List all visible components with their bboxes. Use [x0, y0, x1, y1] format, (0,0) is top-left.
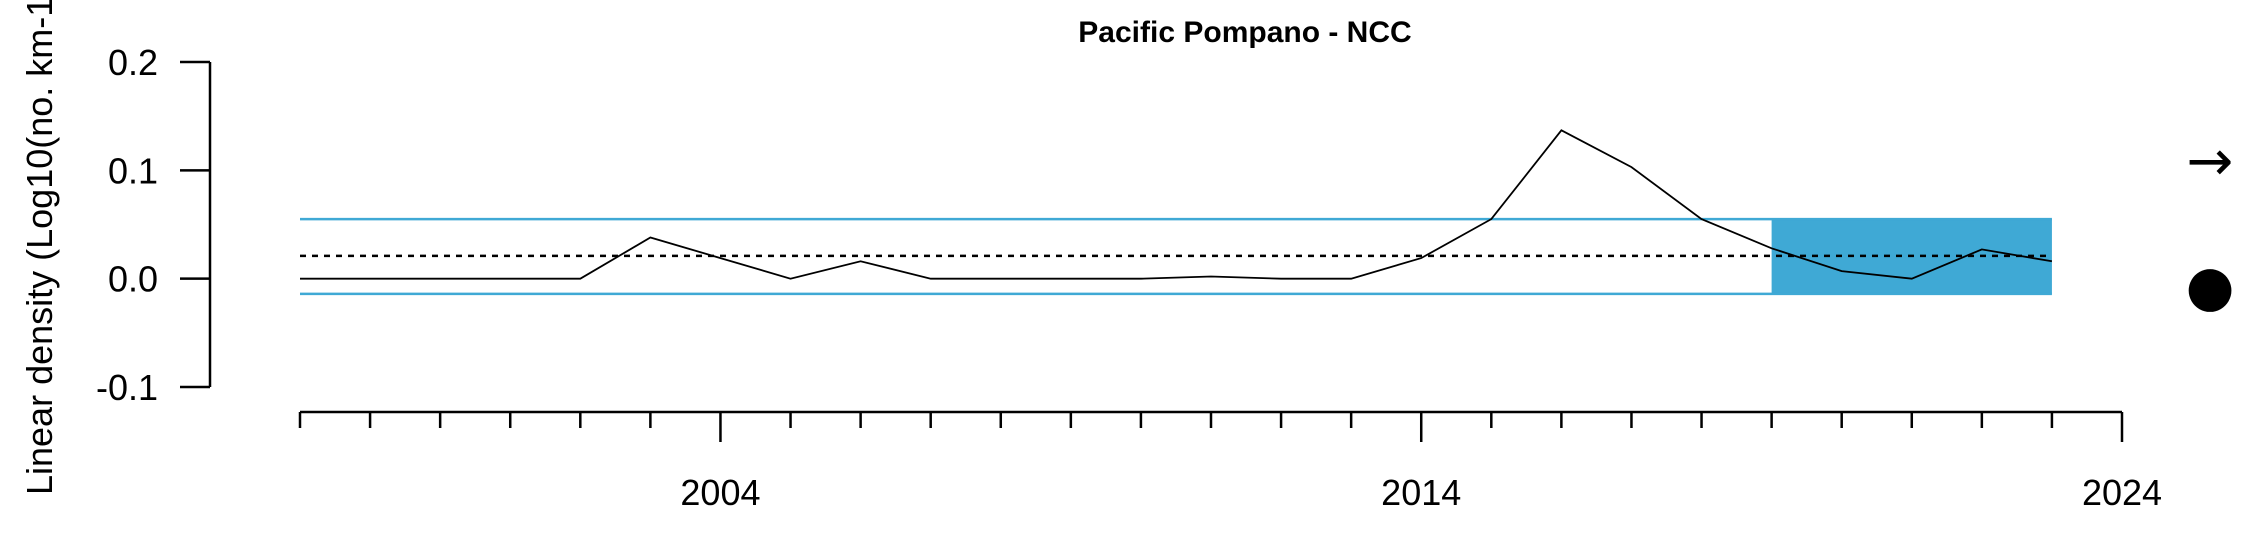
y-tick-label: 0.0	[108, 259, 158, 300]
y-tick-label: 0.2	[108, 42, 158, 83]
x-tick-label: 2004	[680, 472, 760, 513]
chart-title: Pacific Pompano - NCC	[1078, 16, 1411, 49]
series-line	[300, 129, 2053, 280]
x-tick-label: 2024	[2082, 472, 2162, 513]
y-axis: -0.1 0.0 0.1 0.2	[96, 42, 212, 408]
trend-arrow-icon: →	[2187, 129, 2234, 194]
x-axis: 2004 2014 2024	[298, 410, 2162, 513]
y-tick-label: -0.1	[96, 367, 158, 408]
y-tick-label: 0.1	[108, 150, 158, 191]
x-tick-label: 2014	[1381, 472, 1461, 513]
y-axis-label: Linear density (Log10(no. km-1 +1))	[19, 0, 60, 495]
mean-status-icon: ●	[2186, 254, 2235, 319]
